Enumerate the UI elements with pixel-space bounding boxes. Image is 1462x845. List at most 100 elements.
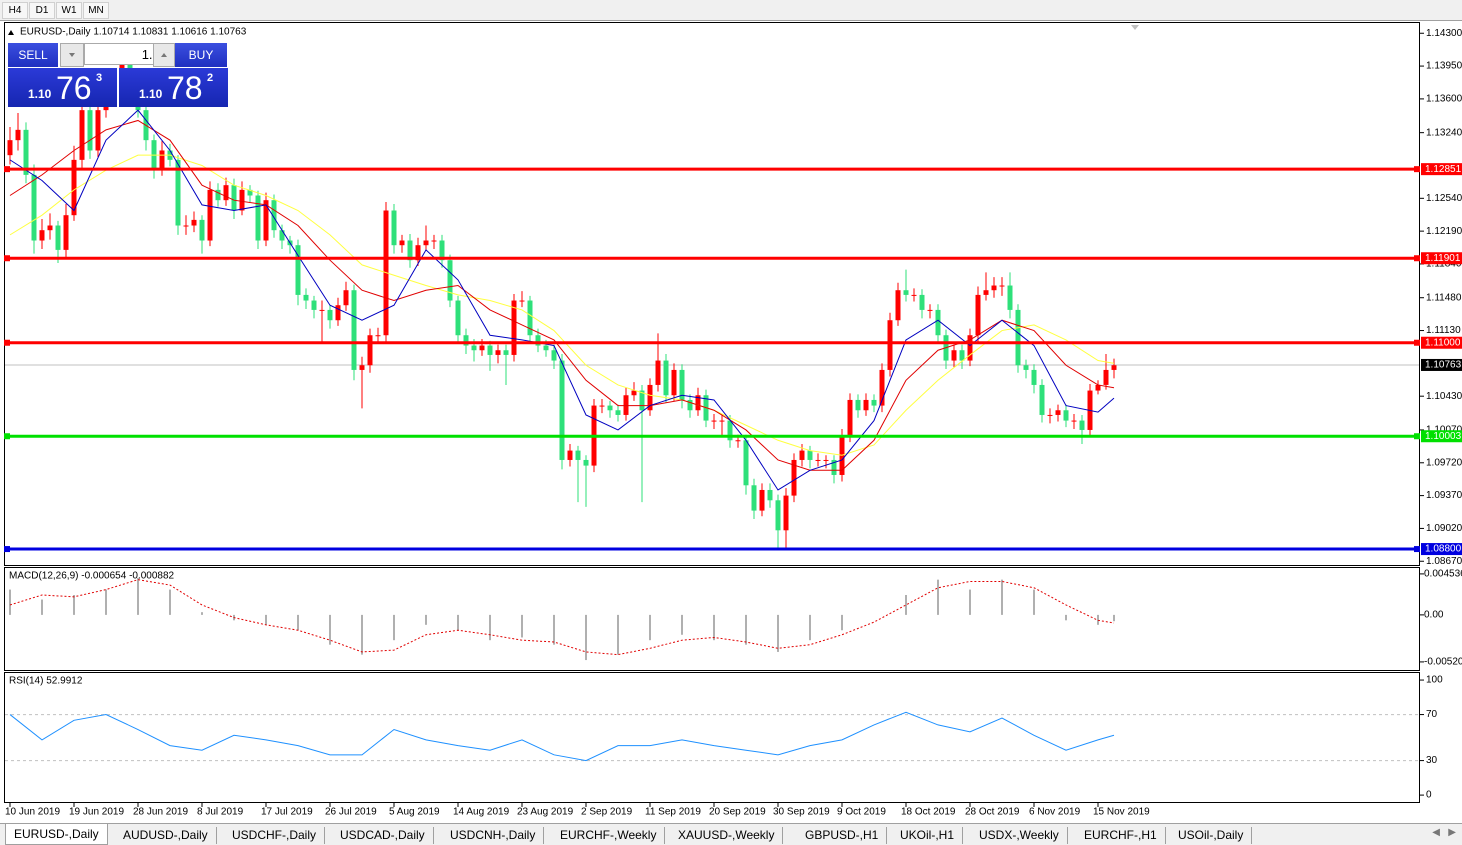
- candle-body: [407, 240, 413, 261]
- timeframe-button[interactable]: H4: [2, 2, 28, 19]
- symbol-tab[interactable]: EURCHF-,H1: [1076, 827, 1166, 844]
- candle-body: [759, 489, 765, 511]
- level-label: 1.08800: [1425, 544, 1462, 555]
- level-label: 1.11901: [1425, 253, 1461, 264]
- candle-body: [351, 290, 357, 370]
- y-tick-label: 1.11130: [1426, 325, 1461, 336]
- bid-quote[interactable]: 1.10 76 3: [8, 68, 117, 107]
- candle-body: [71, 159, 77, 216]
- ask-quote[interactable]: 1.10 78 2: [119, 68, 228, 107]
- y-tick-label: 1.10430: [1426, 391, 1462, 402]
- candle-body: [1103, 369, 1109, 385]
- macd-label: MACD(12,26,9) -0.000654 -0.000882: [9, 571, 175, 582]
- candle-body: [1023, 365, 1029, 370]
- candle-body: [959, 350, 965, 361]
- candle-body: [367, 335, 373, 366]
- y-tick-label: 0: [1426, 790, 1432, 801]
- candle-body: [895, 290, 901, 321]
- level-handle: [1414, 339, 1420, 346]
- symbol-tab[interactable]: AUDUSD-,Daily: [115, 827, 217, 844]
- y-tick-label: 1.09720: [1426, 457, 1462, 468]
- buy-button[interactable]: BUY: [175, 43, 227, 67]
- candle-body: [567, 450, 573, 460]
- candle-body: [1031, 369, 1037, 385]
- candle-body: [991, 285, 997, 291]
- candle-body: [751, 485, 757, 511]
- symbol-tab[interactable]: USDX-,Weekly: [971, 827, 1068, 844]
- level-label-box: [1421, 252, 1462, 265]
- level-label-box: [1421, 336, 1462, 349]
- toolbar: H4 D1 W1 MN: [0, 0, 1462, 21]
- symbol-tab[interactable]: EURUSD-,Daily: [5, 824, 108, 845]
- sell-button[interactable]: SELL: [8, 43, 58, 67]
- symbol-tab[interactable]: USDCAD-,Daily: [332, 827, 434, 844]
- candle-body: [175, 159, 181, 226]
- symbol-tab[interactable]: USDCHF-,Daily: [224, 827, 325, 844]
- macd-signal: [9, 579, 1115, 656]
- x-tick-label: 8 Jul 2019: [197, 807, 244, 818]
- candle-body: [295, 245, 301, 295]
- candle-body: [391, 210, 397, 246]
- x-tick-label: 20 Sep 2019: [709, 807, 766, 818]
- timeframe-button[interactable]: W1: [56, 2, 82, 19]
- candle-body: [711, 420, 717, 422]
- candle-body: [399, 240, 405, 246]
- candle-body: [255, 195, 261, 241]
- candle-body: [319, 309, 325, 311]
- candle-body: [495, 350, 501, 355]
- timeframe-button[interactable]: D1: [29, 2, 55, 19]
- x-tick-label: 28 Jun 2019: [133, 807, 188, 818]
- candle-body: [871, 399, 877, 406]
- candle-body: [447, 260, 453, 301]
- symbol-tab[interactable]: XAUUSD-,Weekly: [670, 827, 784, 844]
- candle-body: [479, 345, 485, 351]
- timeframe-button[interactable]: MN: [83, 2, 109, 19]
- candle-body: [487, 345, 493, 355]
- symbol-tab[interactable]: UKOil-,H1: [892, 827, 964, 844]
- candle-body: [575, 450, 581, 460]
- candle-body: [1111, 365, 1117, 370]
- symbol-tab[interactable]: USOil-,Daily: [1170, 827, 1253, 844]
- volume-up[interactable]: [153, 43, 175, 67]
- main-panel: [4, 22, 1420, 566]
- candle-body: [535, 335, 541, 346]
- candle-body: [463, 335, 469, 346]
- candle-body: [31, 174, 37, 241]
- level-handle: [4, 255, 10, 262]
- symbol-tab[interactable]: USDCNH-,Daily: [442, 827, 545, 844]
- candle-body: [215, 189, 221, 201]
- candle-body: [791, 459, 797, 496]
- candle-body: [615, 410, 621, 415]
- x-tick-label: 5 Aug 2019: [389, 807, 440, 818]
- candle-body: [55, 225, 61, 250]
- candle-body: [39, 230, 45, 241]
- candle-body: [23, 129, 29, 175]
- tab-scroll-right[interactable]: ▶: [1448, 827, 1456, 838]
- candle-body: [15, 129, 21, 141]
- candle-body: [191, 219, 197, 226]
- candle-body: [743, 440, 749, 486]
- candle-body: [231, 185, 237, 211]
- candle-body: [263, 200, 269, 241]
- candle-body: [543, 345, 549, 351]
- x-tick-label: 28 Oct 2019: [965, 807, 1020, 818]
- candle-body: [887, 320, 893, 370]
- candle-body: [223, 185, 229, 201]
- candle-body: [983, 290, 989, 295]
- volume-down[interactable]: [60, 43, 84, 67]
- candle-body: [359, 365, 365, 370]
- tab-scroll-left[interactable]: ◀: [1432, 827, 1440, 838]
- candle-body: [999, 285, 1005, 287]
- symbol-tabs: ◀ ▶ EURUSD-,Daily AUDUSD-,Daily USDCHF-,Da…: [0, 823, 1462, 845]
- level-handle: [1414, 166, 1420, 173]
- symbol-tab[interactable]: GBPUSD-,H1: [797, 827, 888, 844]
- candle-body: [967, 335, 973, 361]
- current-price-box: [1421, 358, 1462, 371]
- x-tick-label: 14 Aug 2019: [453, 807, 510, 818]
- candle-body: [679, 369, 685, 400]
- candle-body: [159, 150, 165, 171]
- candle-body: [375, 335, 381, 337]
- symbol-tab[interactable]: EURCHF-,Weekly: [552, 827, 666, 844]
- y-tick-label: 0.004536: [1424, 569, 1462, 580]
